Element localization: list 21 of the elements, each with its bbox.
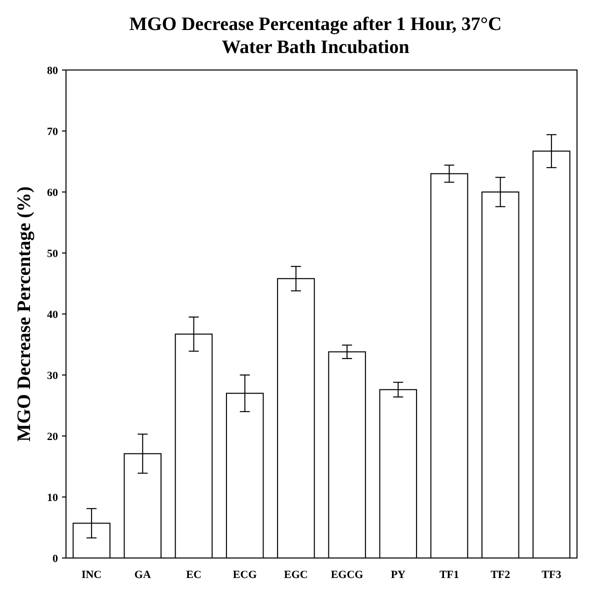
x-tick-label: TF2 [490,569,511,581]
x-tick-label: TF3 [542,569,562,581]
x-tick-label: GA [134,569,151,581]
x-tick-label: EGC [284,569,308,581]
chart-title: MGO Decrease Percentage after 1 Hour, 37°C Water Bath Incubation [129,14,502,58]
x-tick-label: EC [186,569,202,581]
y-tick-label: 80 [47,64,58,77]
y-tick-label: 30 [47,370,58,382]
y-tick-label: 60 [47,186,58,199]
y-tick-label: 50 [47,248,58,260]
y-tick-label: 70 [47,126,58,138]
y-axis-title: MGO Decrease Percentage (%) [14,186,35,442]
x-tick-label: PY [390,569,406,581]
y-tick-label: 40 [47,308,58,321]
x-tick-label: ECG [232,569,258,581]
x-tick-label: TF1 [439,569,460,581]
x-tick-label: EGCG [330,569,364,581]
y-tick-label: 20 [47,430,58,443]
y-tick-label: 10 [47,492,58,504]
x-tick-label: INC [81,569,102,581]
y-tick-label: 0 [52,552,58,565]
